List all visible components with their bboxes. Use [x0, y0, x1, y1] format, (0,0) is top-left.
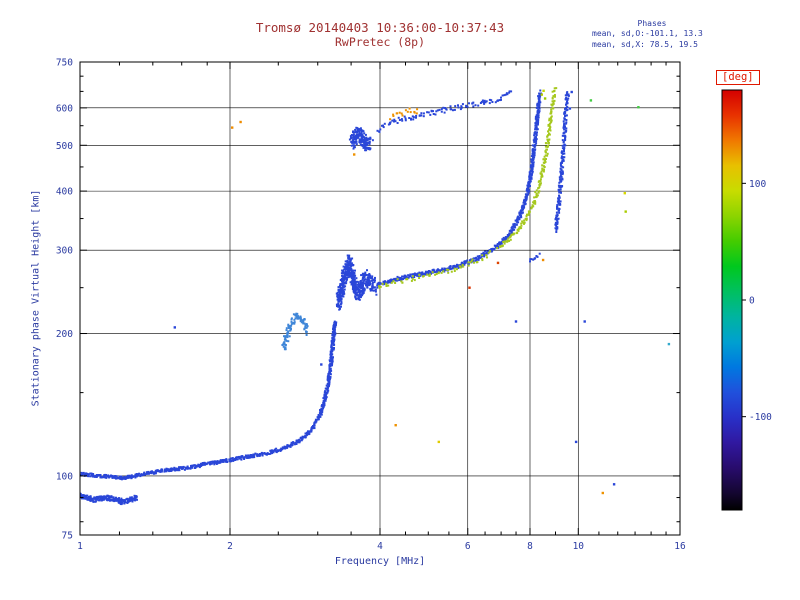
colorbar: 100 0 -100 [721, 89, 772, 511]
tick-labels: 1 2 4 6 8 10 16 75 100 200 300 400 500 600 750 [56, 58, 686, 553]
colorbar-tick-label: 100 [749, 179, 766, 190]
y-tick-label: 75 [62, 531, 73, 542]
colorbar-tick-label: -100 [749, 412, 772, 423]
series-f-region-x-speckle [378, 250, 492, 289]
x-tick-label: 1 [77, 541, 83, 552]
y-tick-label: 400 [56, 187, 73, 198]
plot-title: Tromsø 20140403 10:36:00-10:37:43 [255, 20, 505, 35]
y-tick-label: 200 [56, 329, 73, 340]
series-e-region-low-cluster [80, 492, 138, 506]
y-tick-label: 500 [56, 141, 73, 152]
y-tick-label: 600 [56, 103, 73, 114]
series-right-branch [554, 91, 570, 233]
y-tick-label: 100 [56, 471, 73, 482]
series-second-hop-trace [376, 90, 513, 133]
x-tick-label: 8 [527, 541, 533, 552]
phases-heading: Phases [637, 19, 667, 28]
x-tick-label: 6 [465, 541, 471, 552]
series-second-hop-blob [348, 126, 374, 152]
stray-points [173, 89, 671, 495]
phases-x-line: mean, sd,X: 78.5, 19.5 [592, 39, 698, 49]
x-tick-label: 16 [674, 541, 686, 552]
x-tick-label: 4 [377, 541, 383, 552]
series-e-region-trace [80, 320, 338, 481]
axes-frame [79, 61, 681, 536]
series-f-region-o-trace [376, 89, 543, 287]
x-tick-label: 10 [573, 541, 585, 552]
series-x-flat-tail [529, 252, 541, 263]
y-tick-label: 750 [56, 58, 73, 69]
series-f-region-x-trace [496, 87, 558, 249]
colorbar-tick-label: 0 [749, 296, 755, 307]
x-axis-label: Frequency [MHz] [334, 556, 426, 567]
y-tick-label: 300 [56, 246, 73, 257]
x-tick-label: 2 [227, 541, 233, 552]
phases-o-line: mean, sd,O:-101.1, 13.3 [592, 29, 703, 39]
series-mid-cyan-patch [281, 312, 309, 351]
phases-stats: Phases mean, sd,O:-101.1, 13.3 mean, sd,… [592, 19, 742, 50]
series-cusp-cluster [335, 254, 379, 311]
series-second-hop-orange [389, 107, 419, 121]
colorbar-unit-label: [deg] [716, 70, 760, 85]
grid-lines [80, 62, 680, 535]
scatter-points [80, 87, 671, 506]
plot-subtitle: RwPretec (8p) [334, 35, 425, 49]
